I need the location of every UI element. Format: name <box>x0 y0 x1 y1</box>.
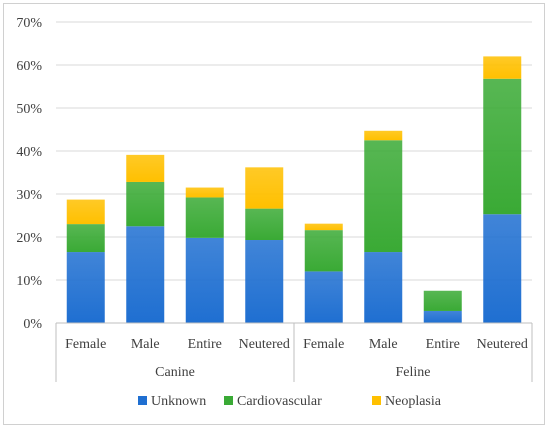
neoplasia-segment <box>364 130 403 141</box>
cardiovascular-segment <box>66 224 105 253</box>
unknown-segment <box>364 252 403 323</box>
x-category-label: Neutered <box>239 337 290 352</box>
legend-swatch <box>138 396 147 405</box>
y-tick-label: 40% <box>16 145 42 160</box>
unknown-segment <box>423 310 462 323</box>
unknown-segment <box>126 226 165 323</box>
neoplasia-segment <box>483 56 522 79</box>
x-group-label: Feline <box>396 365 431 380</box>
legend-item-cardiovascular: Cardiovascular <box>224 394 322 409</box>
y-tick-label: 10% <box>16 274 42 289</box>
x-category-label: Neutered <box>477 337 528 352</box>
legend-label: Neoplasia <box>385 394 442 409</box>
x-category-label: Entire <box>426 337 460 352</box>
y-tick-label: 20% <box>16 231 42 246</box>
x-category-label: Female <box>303 337 344 352</box>
x-category-label: Female <box>65 337 106 352</box>
x-category-label: Male <box>369 337 398 352</box>
y-axis: 0% 10% 20% 30% 40% 50% 60% 70% <box>16 16 42 332</box>
cardiovascular-segment <box>245 208 284 241</box>
legend-swatch <box>224 396 233 405</box>
x-category-label: Entire <box>188 337 222 352</box>
legend: Unknown Cardiovascular Neoplasia <box>138 394 442 409</box>
y-tick-label: 50% <box>16 102 42 117</box>
cardiovascular-segment <box>304 230 343 272</box>
legend-item-unknown: Unknown <box>138 394 206 409</box>
unknown-segment <box>483 214 522 323</box>
y-tick-label: 60% <box>16 59 42 74</box>
neoplasia-segment <box>185 187 224 198</box>
unknown-segment <box>304 271 343 323</box>
y-tick-label: 70% <box>16 16 42 31</box>
unknown-segment <box>185 237 224 323</box>
x-category-label: Male <box>131 337 160 352</box>
neoplasia-segment <box>126 154 165 182</box>
neoplasia-segment <box>245 167 284 209</box>
cardiovascular-segment <box>126 181 165 227</box>
x-group-label: Canine <box>155 365 195 380</box>
neoplasia-segment <box>304 223 343 231</box>
unknown-segment <box>66 252 105 323</box>
y-tick-label: 0% <box>23 317 42 332</box>
unknown-segment <box>245 240 284 323</box>
x-axis: Female Male Entire Neutered Female Male Entire… <box>55 322 533 382</box>
legend-label: Cardiovascular <box>237 394 322 409</box>
cardiovascular-segment <box>423 290 462 311</box>
neoplasia-segment <box>66 199 105 225</box>
cardiovascular-segment <box>364 140 403 253</box>
legend-label: Unknown <box>151 394 206 409</box>
legend-swatch <box>372 396 381 405</box>
y-tick-label: 30% <box>16 188 42 203</box>
bars <box>66 56 522 323</box>
legend-item-neoplasia: Neoplasia <box>372 394 442 409</box>
cardiovascular-segment <box>483 78 522 215</box>
cardiovascular-segment <box>185 197 224 238</box>
